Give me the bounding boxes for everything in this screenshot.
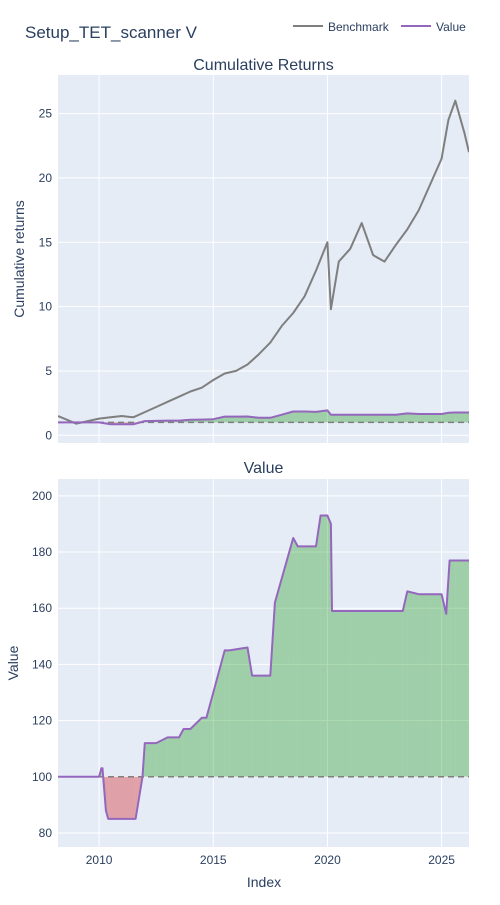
y-tick-label: 120	[32, 714, 52, 728]
gain-fill-region	[373, 414, 385, 423]
gain-fill-region	[407, 413, 419, 423]
y-tick-label: 180	[32, 545, 52, 559]
gain-fill-region	[179, 729, 184, 777]
gain-fill-region	[190, 717, 202, 777]
gain-fill-region	[270, 602, 275, 777]
series-line-value	[58, 409, 469, 426]
gain-fill-region	[330, 414, 339, 423]
gain-fill-region	[258, 417, 271, 423]
gain-fill-region	[293, 538, 298, 777]
gain-fill-region	[229, 647, 248, 777]
gain-fill-region	[236, 416, 248, 423]
x-axis-label: Index	[247, 874, 281, 890]
y-tick-label: 25	[39, 107, 53, 121]
x-tick-label: 2015	[200, 853, 227, 867]
x-tick-label: 2010	[86, 853, 113, 867]
y-tick-label: 80	[39, 826, 53, 840]
gain-fill-region	[455, 560, 469, 777]
y-tick-label: 15	[39, 235, 53, 249]
gain-fill-region	[270, 414, 282, 423]
plot-series	[58, 514, 469, 820]
gain-fill-region	[395, 413, 408, 423]
gain-fill-region	[455, 412, 465, 423]
gain-fill-region	[418, 414, 431, 423]
gain-fill-region	[144, 743, 157, 777]
y-tick-label: 0	[45, 428, 52, 442]
x-tick-label: 2020	[314, 853, 341, 867]
y-tick-label: 10	[39, 300, 53, 314]
y-tick-label: 100	[32, 770, 52, 784]
gain-fill-region	[293, 411, 305, 423]
gain-fill-region	[274, 538, 294, 777]
gain-fill-region	[316, 515, 321, 777]
gain-fill-region	[402, 591, 408, 777]
gain-fill-region	[297, 546, 316, 777]
gain-fill-region	[350, 611, 374, 777]
gain-fill-region	[327, 515, 331, 777]
gain-fill-region	[156, 737, 168, 777]
legend-label-benchmark: Benchmark	[328, 20, 390, 34]
gain-fill-region	[448, 412, 456, 423]
y-axis-label: Cumulative returns	[11, 200, 27, 318]
gain-fill-region	[316, 410, 328, 423]
cumulative-returns-panel: 0 5 10 15 20 25 Cumulative Returns Cumulative r…	[11, 57, 469, 443]
y-tick-label: 20	[39, 171, 53, 185]
subplot-title: Value	[244, 460, 284, 477]
gain-fill-region	[395, 611, 403, 777]
gain-fill-region	[327, 410, 331, 423]
gain-fill-region	[338, 414, 351, 423]
x-tick-label: 2025	[428, 853, 455, 867]
gain-fill-region	[167, 737, 179, 777]
value-panel: 80 100 120 140 160 180 200 2010 2015 2020 2025 Valu…	[5, 460, 469, 867]
gain-fill-region	[441, 594, 447, 777]
gain-fill-region	[201, 717, 207, 777]
gain-fill-region	[446, 560, 450, 777]
gain-fill-region	[304, 411, 316, 423]
y-axis-label: Value	[5, 645, 21, 680]
gain-fill-region	[224, 416, 237, 423]
subplot-title: Cumulative Returns	[193, 57, 334, 74]
gain-fill-region	[430, 594, 442, 777]
series-line-benchmark	[58, 99, 469, 425]
y-tick-label: 200	[32, 489, 52, 503]
loss-fill-region	[108, 776, 110, 819]
gain-fill-region	[332, 611, 351, 777]
plot-area	[58, 75, 469, 443]
gain-fill-region	[430, 414, 442, 423]
gain-fill-region	[449, 560, 456, 777]
gain-fill-region	[247, 647, 253, 777]
gain-fill-region	[384, 414, 396, 423]
y-tick-label: 160	[32, 601, 52, 615]
gain-fill-region	[183, 729, 191, 777]
loss-fill-region	[109, 776, 136, 819]
plot-series	[58, 99, 469, 426]
gain-fill-region	[464, 412, 469, 423]
y-tick-label: 5	[45, 364, 52, 378]
gain-fill-region	[320, 515, 328, 777]
plot-area	[58, 479, 469, 847]
gain-fill-region	[418, 594, 431, 777]
gain-fill-region	[224, 650, 230, 777]
legend[interactable]: Benchmark Value	[293, 20, 466, 34]
gain-fill-region	[350, 414, 362, 423]
figure-title: Setup_TET_scanner V	[25, 23, 198, 42]
gain-fill-region	[252, 675, 271, 777]
y-tick-label: 140	[32, 657, 52, 671]
legend-label-value: Value	[436, 20, 466, 34]
gain-fill-region	[373, 611, 396, 777]
gain-fill-region	[441, 412, 449, 423]
gain-fill-region	[361, 414, 374, 423]
series-line-value	[58, 514, 469, 820]
gain-fill-region	[407, 591, 419, 777]
